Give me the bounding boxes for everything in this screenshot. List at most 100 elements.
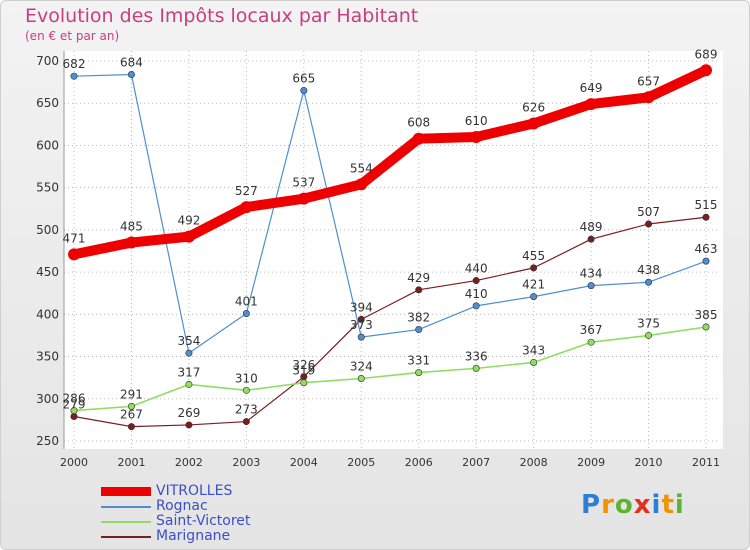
data-label-saint-victoret: 291 <box>120 387 143 401</box>
data-point-vitrolles <box>527 117 540 130</box>
data-point-marignane <box>242 418 250 426</box>
data-point-vitrolles <box>642 91 655 104</box>
data-label-rognac: 401 <box>235 294 258 308</box>
data-label-marignane: 326 <box>292 358 315 372</box>
x-tick-label: 2003 <box>232 456 260 469</box>
data-label-marignane: 455 <box>522 249 545 263</box>
data-label-marignane: 507 <box>637 205 660 219</box>
data-point-rognac <box>185 349 193 357</box>
plot-area <box>64 51 723 449</box>
y-tick-label: 250 <box>36 434 59 448</box>
data-label-rognac: 665 <box>292 72 315 86</box>
data-point-rognac <box>702 257 710 265</box>
y-tick-label: 500 <box>36 223 59 237</box>
data-point-vitrolles <box>68 248 80 261</box>
logo-letter: i <box>674 490 685 520</box>
data-label-vitrolles: 649 <box>580 81 603 95</box>
x-tick-label: 2007 <box>462 456 490 469</box>
legend-swatch <box>101 535 151 538</box>
data-label-marignane: 273 <box>235 403 258 417</box>
x-tick-label: 2008 <box>520 456 548 469</box>
data-point-marignane <box>587 235 595 243</box>
data-label-marignane: 440 <box>465 262 488 276</box>
legend-label: Rognac <box>156 498 208 514</box>
logo-letter: P <box>581 490 602 520</box>
x-tick-label: 2011 <box>692 456 720 469</box>
data-label-marignane: 394 <box>350 300 373 314</box>
legend-label: Saint-Victoret <box>156 513 251 529</box>
data-point-rognac <box>530 293 538 301</box>
data-point-marignane <box>530 264 538 272</box>
data-point-saint-victoret <box>472 364 480 372</box>
legend-label: Marignane <box>156 528 231 544</box>
legend-item-vitrolles: VITROLLES <box>101 484 250 499</box>
data-point-rognac <box>645 278 653 286</box>
chart-title: Evolution des Impôts locaux par Habitant <box>25 5 419 27</box>
legend-item-rognac: Rognac <box>101 499 250 514</box>
data-point-rognac <box>300 87 308 95</box>
legend-label: VITROLLES <box>156 483 233 499</box>
data-point-saint-victoret <box>357 375 365 383</box>
data-label-vitrolles: 492 <box>177 214 200 228</box>
data-point-saint-victoret <box>530 358 538 366</box>
y-tick-label: 450 <box>36 265 59 279</box>
data-point-saint-victoret <box>702 323 710 331</box>
y-tick-label: 350 <box>36 350 59 364</box>
y-tick-label: 400 <box>36 307 59 321</box>
data-point-vitrolles <box>470 131 483 143</box>
data-label-vitrolles: 608 <box>407 116 430 130</box>
y-tick-label: 650 <box>36 96 59 110</box>
data-point-vitrolles <box>182 230 195 243</box>
legend-item-marignane: Marignane <box>101 529 250 544</box>
data-point-vitrolles <box>297 192 310 205</box>
data-label-rognac: 421 <box>522 278 545 292</box>
data-point-saint-victoret <box>185 380 193 388</box>
data-label-marignane: 489 <box>580 220 603 234</box>
logo-letter: t <box>661 490 675 520</box>
data-point-saint-victoret <box>70 407 78 415</box>
data-point-saint-victoret <box>645 331 653 339</box>
data-label-rognac: 682 <box>63 57 86 71</box>
data-label-rognac: 373 <box>350 318 373 332</box>
data-label-rognac: 463 <box>695 242 718 256</box>
data-label-vitrolles: 537 <box>292 176 315 190</box>
proxiti-logo: Proxiti <box>581 490 685 520</box>
data-point-marignane <box>185 421 193 429</box>
data-point-vitrolles <box>125 236 138 249</box>
series-line-vitrolles <box>69 65 711 260</box>
data-point-marignane <box>645 220 653 228</box>
data-label-vitrolles: 657 <box>637 74 660 88</box>
y-tick-label: 300 <box>36 392 59 406</box>
data-point-rognac <box>587 282 595 290</box>
x-tick-label: 2002 <box>175 456 203 469</box>
data-label-saint-victoret: 331 <box>407 354 430 368</box>
data-label-rognac: 382 <box>407 311 430 325</box>
data-point-rognac <box>70 72 78 80</box>
data-label-saint-victoret: 310 <box>235 371 258 385</box>
data-label-vitrolles: 610 <box>465 114 488 128</box>
data-point-marignane <box>702 213 710 221</box>
data-point-vitrolles <box>355 178 368 191</box>
data-point-rognac <box>472 302 480 310</box>
data-label-marignane: 269 <box>177 406 200 420</box>
data-point-saint-victoret <box>415 369 423 377</box>
logo-letter: r <box>601 490 615 520</box>
data-point-rognac <box>127 71 135 79</box>
data-label-vitrolles: 527 <box>235 184 258 198</box>
data-point-vitrolles <box>240 201 253 214</box>
data-point-marignane <box>415 286 423 294</box>
data-point-vitrolles <box>700 64 712 77</box>
logo-letter: x <box>633 490 652 520</box>
data-label-marignane: 515 <box>695 198 718 212</box>
legend: VITROLLES Rognac Saint-Victoret Marignane <box>101 484 250 544</box>
data-label-saint-victoret: 375 <box>637 316 660 330</box>
x-tick-label: 2005 <box>347 456 375 469</box>
y-tick-label: 550 <box>36 181 59 195</box>
data-label-rognac: 684 <box>120 56 143 70</box>
data-point-vitrolles <box>585 98 598 111</box>
data-point-vitrolles <box>412 132 425 145</box>
legend-item-saint-victoret: Saint-Victoret <box>101 514 250 529</box>
data-label-marignane: 279 <box>63 398 86 412</box>
